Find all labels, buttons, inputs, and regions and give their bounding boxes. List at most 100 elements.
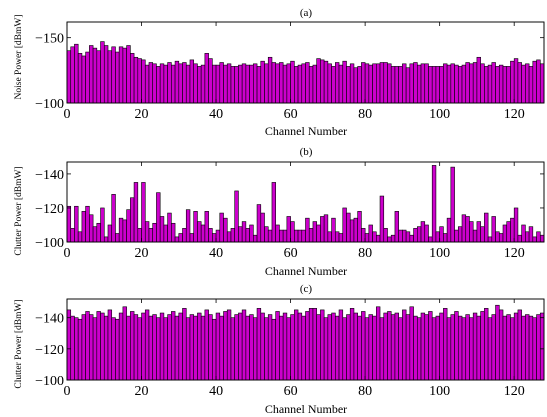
panel-a-bar bbox=[335, 62, 340, 104]
panel-b-x-tick-label: 120 bbox=[504, 246, 525, 261]
panel-b-bar bbox=[260, 212, 265, 243]
panel-c-bar bbox=[323, 317, 329, 381]
panel-b-bar bbox=[185, 209, 191, 243]
panel-c-bar bbox=[193, 315, 198, 381]
panel-b-bar bbox=[525, 231, 530, 243]
panel-c-bar bbox=[115, 318, 120, 381]
panel-a-bar bbox=[133, 56, 139, 104]
panel-c-x-tick-label: 100 bbox=[429, 384, 450, 399]
panel-b-bar bbox=[450, 166, 455, 243]
panel-a-bar bbox=[267, 56, 273, 104]
panel-c-bar bbox=[495, 304, 500, 381]
panel-a-bar bbox=[148, 62, 154, 104]
panel-a-bar bbox=[167, 62, 172, 104]
panel-a-bar bbox=[375, 63, 381, 104]
panel-c-bar bbox=[409, 306, 414, 381]
panel-a-bar bbox=[301, 63, 306, 104]
panel-a-bar bbox=[241, 63, 247, 104]
panel-b-y-tick-label: −140 bbox=[35, 168, 64, 183]
panel-b-bar bbox=[167, 212, 172, 243]
panel-c-bar bbox=[282, 312, 288, 381]
panel-b-bar bbox=[323, 214, 329, 243]
panel-a-bar bbox=[521, 64, 526, 104]
panel-c-bar bbox=[539, 312, 545, 381]
panel-b-bar bbox=[130, 197, 135, 243]
panel-b-bar bbox=[275, 224, 280, 243]
panel-b-x-tick-label: 20 bbox=[135, 246, 149, 261]
panel-a-bar bbox=[405, 67, 411, 104]
panel-c-bar bbox=[122, 306, 127, 381]
panel-a-bar bbox=[312, 64, 317, 104]
panel-b-bar bbox=[226, 231, 232, 243]
panel-a-bar bbox=[308, 66, 314, 104]
panel-c-bar bbox=[308, 308, 314, 381]
panel-c-bar bbox=[465, 314, 470, 381]
panel-c-bar bbox=[469, 317, 474, 381]
panel-c-bar bbox=[226, 309, 232, 381]
panel-a-bar bbox=[215, 64, 221, 104]
panel-a-bar bbox=[137, 58, 142, 104]
panel-b-bar bbox=[331, 217, 336, 243]
panel-a-bar bbox=[413, 62, 418, 104]
panel-b-bar bbox=[290, 221, 295, 243]
panel-a-bar bbox=[126, 45, 131, 104]
panel-c-bar bbox=[245, 315, 250, 381]
panel-a-bar bbox=[70, 46, 75, 104]
panel-a-bar bbox=[182, 62, 187, 104]
panel-c-bar bbox=[171, 311, 176, 381]
panel-c-bar bbox=[185, 317, 191, 381]
panel-c-bar bbox=[204, 309, 209, 381]
panel-a-bar bbox=[178, 63, 183, 104]
panel-b-bar bbox=[532, 236, 537, 243]
panel-b-bar bbox=[495, 231, 500, 243]
panel-b-bar bbox=[402, 229, 407, 243]
panel-b-bar bbox=[513, 207, 519, 243]
panel-b-bar bbox=[215, 229, 221, 243]
panel-c-bar bbox=[118, 312, 124, 381]
panel-b-bar bbox=[74, 205, 79, 243]
panel-a-bar bbox=[368, 64, 373, 104]
panel-c-bar bbox=[294, 309, 299, 381]
panel-c-bar bbox=[513, 312, 519, 381]
panel-c-bar bbox=[167, 314, 172, 381]
panel-a-bar bbox=[159, 63, 165, 104]
panel-a-x-tick-label: 40 bbox=[209, 107, 223, 122]
panel-a-bar bbox=[491, 62, 496, 104]
panel-b-bar bbox=[409, 234, 414, 243]
panel-c-bar bbox=[85, 311, 90, 381]
panel-b-x-tick-label: 0 bbox=[64, 246, 71, 261]
panel-b-bar bbox=[96, 222, 101, 243]
panel-c-xlabel: Channel Number bbox=[265, 402, 347, 416]
panel-c-bar bbox=[353, 312, 358, 381]
panel-c-bar bbox=[506, 314, 511, 381]
panel-b-bar bbox=[338, 233, 344, 243]
panel-a-bar bbox=[163, 64, 168, 104]
panel-b-bar bbox=[487, 236, 493, 243]
panel-b-bar bbox=[476, 221, 481, 243]
panel-b-bar bbox=[204, 211, 209, 243]
panel-b-bar bbox=[219, 212, 224, 243]
panel-b-bar bbox=[364, 233, 370, 243]
panel-b-bar bbox=[156, 192, 161, 243]
panel-b-bar bbox=[405, 231, 411, 243]
panel-c-bar bbox=[394, 312, 399, 381]
panel-a-bar bbox=[256, 66, 262, 104]
panel-a-x-tick-label: 60 bbox=[284, 107, 298, 122]
panel-a-bar bbox=[238, 64, 243, 104]
panel-a-bar bbox=[81, 55, 86, 104]
panel-a-bar bbox=[498, 64, 504, 104]
panel-a-x-tick-label: 120 bbox=[504, 107, 525, 122]
panel-c-bar bbox=[144, 309, 150, 381]
panel-c-bar bbox=[454, 311, 459, 381]
panel-b-bar bbox=[118, 217, 124, 243]
panel-a-bar bbox=[74, 43, 79, 104]
panel-a-bar bbox=[320, 59, 325, 104]
panel-a-bar bbox=[439, 66, 444, 104]
panel-a-bar bbox=[409, 63, 414, 104]
panel-a-bar bbox=[96, 50, 101, 104]
panel-a-bar bbox=[264, 63, 269, 104]
panel-b-x-tick-label: 80 bbox=[358, 246, 372, 261]
panel-b-bar bbox=[92, 226, 98, 243]
panel-c-bar bbox=[66, 309, 72, 381]
